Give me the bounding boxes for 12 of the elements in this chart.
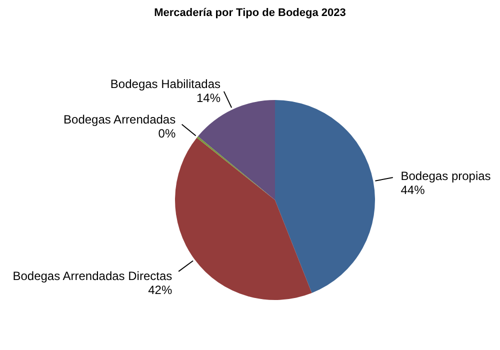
slice-label: Bodegas Arrendadas: [64, 112, 176, 126]
data-label: 42%: [148, 283, 172, 298]
slice-label: Bodegas Habilitadas: [110, 77, 220, 92]
data-label: 14%: [196, 91, 221, 106]
chart-title: Mercadería por Tipo de Bodega 2023: [154, 7, 346, 19]
pie-slice: [196, 136, 275, 200]
pie-slice: [175, 138, 312, 300]
slice-label: Bodegas Arrendadas Directas: [12, 269, 172, 284]
pie-slice: [275, 100, 375, 293]
data-label: 44%: [400, 183, 426, 198]
slice-label: Bodegas propias: [400, 169, 491, 184]
data-label: 0%: [158, 126, 176, 140]
